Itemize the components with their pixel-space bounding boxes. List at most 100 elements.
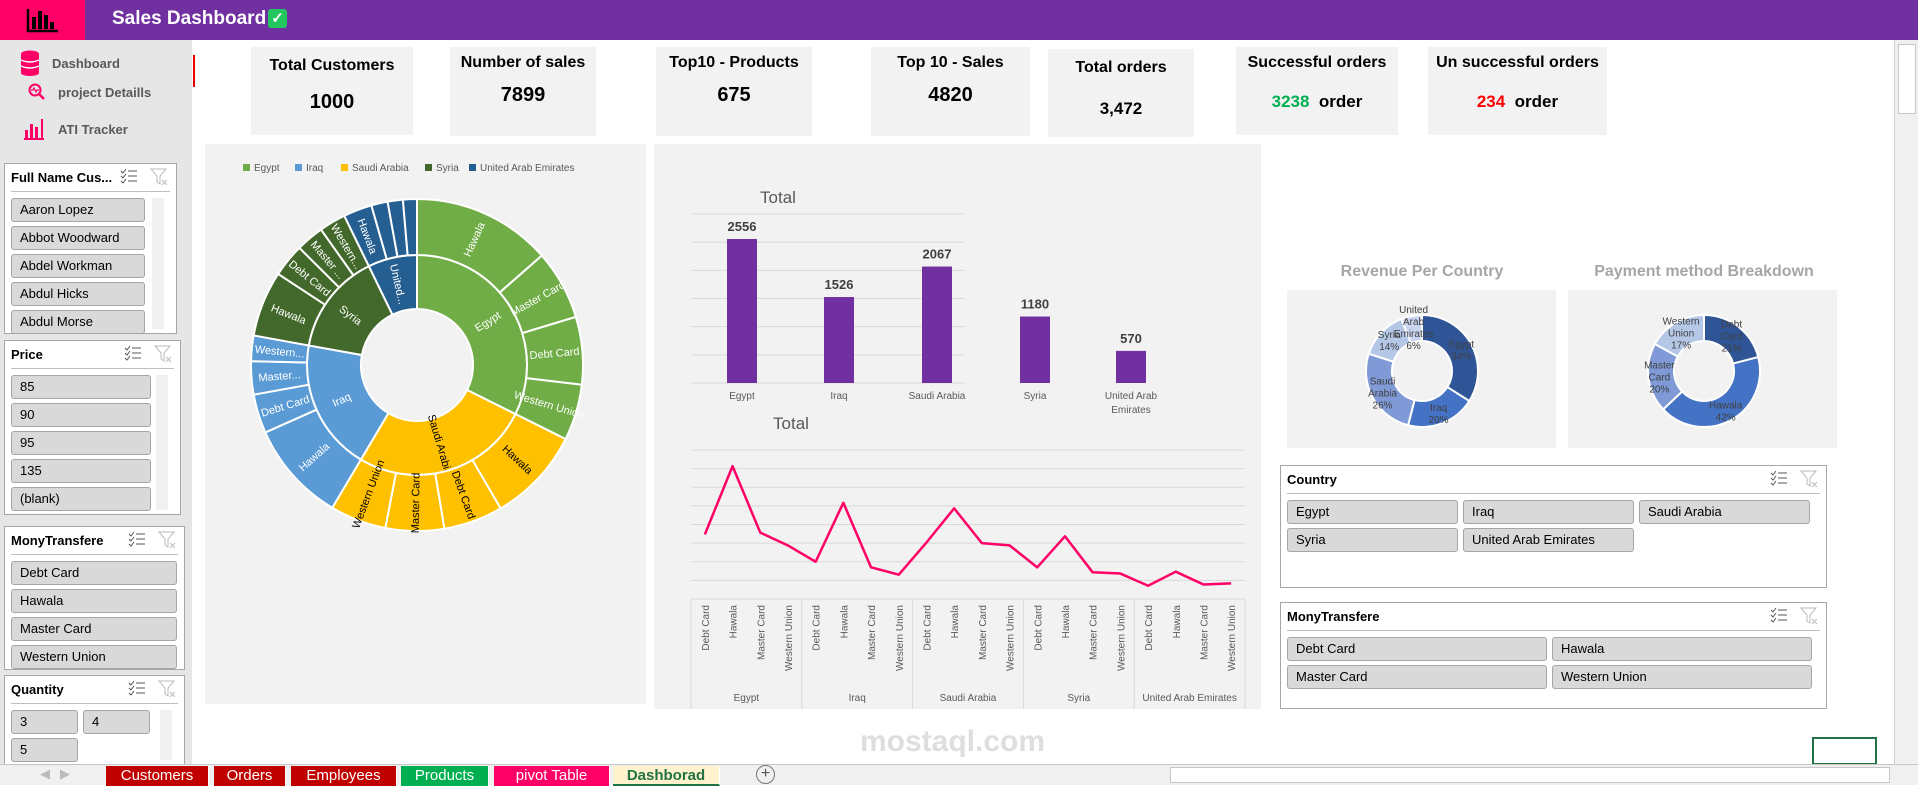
sheet-tab-pivot-table[interactable]: pivot Table bbox=[494, 766, 610, 786]
sheet-tab-orders[interactable]: Orders bbox=[214, 766, 286, 786]
sidebar-item-ati-tracker[interactable]: ATI Tracker bbox=[24, 118, 128, 140]
sheet-tab-customers[interactable]: Customers bbox=[106, 766, 209, 786]
slicer-item[interactable]: Master Card bbox=[1287, 665, 1547, 689]
multi-select-icon[interactable] bbox=[1770, 470, 1788, 491]
donut-title: Revenue Per Country bbox=[1341, 263, 1504, 280]
legend-swatch bbox=[243, 164, 250, 171]
divider bbox=[1287, 630, 1820, 631]
selected-cell[interactable] bbox=[1812, 737, 1877, 765]
slicer-item[interactable]: 3 bbox=[11, 710, 78, 734]
sheet-tab-products[interactable]: Products bbox=[401, 766, 489, 786]
sheet-tab-employees[interactable]: Employees bbox=[291, 766, 397, 786]
vertical-scrollbar[interactable] bbox=[1894, 40, 1918, 764]
multi-select-icon[interactable] bbox=[124, 345, 142, 366]
slicer-item[interactable]: Abdul Hicks bbox=[11, 282, 145, 306]
donut-slice-hawala[interactable] bbox=[1661, 355, 1761, 428]
line-group-label: Egypt bbox=[734, 693, 760, 704]
slicer-item[interactable]: (blank) bbox=[11, 487, 151, 511]
slicer-item[interactable]: Abbot Woodward bbox=[11, 226, 145, 250]
sheet-tab-dashborad[interactable]: Dashborad bbox=[613, 766, 720, 786]
slicer-scrollbar[interactable] bbox=[160, 710, 172, 760]
slicer-item[interactable]: Hawala bbox=[11, 589, 177, 613]
line-series[interactable] bbox=[703, 464, 1232, 587]
line-category-label: Master Card bbox=[1199, 605, 1210, 660]
slicer-item[interactable]: Saudi Arabia bbox=[1639, 500, 1810, 524]
sales-charts-panel[interactable]: Total 2556 Egypt 1526 Iraq 2067 Saudi Arabia 11… bbox=[654, 144, 1261, 709]
slicer-full-name: Full Name Cus... Aaron Lopez Abbot Woodwar… bbox=[4, 163, 177, 334]
line-category-label: Western Union bbox=[1006, 605, 1017, 671]
slicer-item[interactable]: Egypt bbox=[1287, 500, 1458, 524]
kpi-total-customers: Total Customers 1000 bbox=[251, 47, 413, 135]
slicer-item[interactable]: Aaron Lopez bbox=[11, 198, 145, 222]
sunburst-chart: Egypt Iraq Saudi Arabia Syria United Arab Em… bbox=[243, 163, 585, 533]
kpi-title: Total orders bbox=[1075, 59, 1167, 76]
slicer-item[interactable]: Western Union bbox=[11, 645, 177, 669]
slicer-item[interactable]: Debt Card bbox=[11, 561, 177, 585]
multi-select-icon[interactable] bbox=[128, 680, 146, 701]
multi-select-icon[interactable] bbox=[120, 168, 138, 189]
slicer-scrollbar[interactable] bbox=[152, 198, 164, 329]
slicer-item[interactable]: Western Union bbox=[1552, 665, 1812, 689]
sheet-tab-bar: ◀ ▶ Customers Orders Employees Products pivo… bbox=[0, 764, 1918, 786]
tab-scroll-left-icon[interactable]: ◀ bbox=[40, 766, 50, 781]
sunburst-chart-panel[interactable]: Egypt Iraq Saudi Arabia Syria United Arab Em… bbox=[205, 144, 646, 704]
clear-filter-icon[interactable] bbox=[153, 345, 172, 368]
slicer-item[interactable]: Abdul Morse bbox=[11, 310, 145, 334]
slicer-item[interactable]: 135 bbox=[11, 459, 151, 483]
donut-slice-egypt[interactable] bbox=[1421, 313, 1479, 403]
kpi-value: 7899 bbox=[500, 84, 546, 106]
clear-filter-icon[interactable] bbox=[157, 680, 176, 703]
add-sheet-button[interactable]: + bbox=[756, 765, 775, 784]
donut-data-label: Master Card 20% bbox=[1644, 361, 1675, 396]
kpi-value: 675 bbox=[717, 84, 751, 106]
kpi-number-of-sales: Number of sales 7899 bbox=[450, 47, 596, 136]
sidebar-item-dashboard[interactable]: Dashboard bbox=[20, 50, 120, 76]
bar-data-label: 570 bbox=[1120, 331, 1142, 346]
multi-select-icon[interactable] bbox=[128, 531, 146, 552]
sidebar-item-project-details[interactable]: project Detaills bbox=[28, 83, 151, 101]
slicer-item[interactable]: 90 bbox=[11, 403, 151, 427]
line-chart-title: Total bbox=[773, 414, 809, 433]
sunburst-segment-debt-card[interactable] bbox=[401, 197, 418, 257]
kpi-value: 3238 bbox=[1271, 92, 1310, 111]
slicer-item[interactable]: Debt Card bbox=[1287, 637, 1547, 661]
clear-filter-icon[interactable] bbox=[157, 531, 176, 554]
kpi-value: 234 bbox=[1476, 92, 1506, 111]
slicer-item[interactable]: Iraq bbox=[1463, 500, 1634, 524]
slicer-item[interactable]: 95 bbox=[11, 431, 151, 455]
segment-label: Master... bbox=[258, 369, 301, 384]
bar-saudi-arabia[interactable] bbox=[922, 266, 952, 383]
clear-filter-icon[interactable] bbox=[1799, 470, 1818, 493]
bar-egypt[interactable] bbox=[727, 239, 757, 383]
slicer-item[interactable]: Abdel Workman bbox=[11, 254, 145, 278]
slicer-item[interactable]: 5 bbox=[11, 738, 78, 762]
scrollbar-thumb[interactable] bbox=[1898, 44, 1916, 114]
kpi-value: 4820 bbox=[928, 84, 973, 106]
slicer-quantity: Quantity 3 4 5 bbox=[4, 675, 185, 765]
clear-filter-icon[interactable] bbox=[149, 168, 168, 191]
slicer-item[interactable]: United Arab Emirates bbox=[1463, 528, 1634, 552]
bar-syria[interactable] bbox=[1020, 316, 1050, 383]
clear-filter-icon[interactable] bbox=[1799, 607, 1818, 630]
donut-slice-united-arab-emirates[interactable] bbox=[1400, 313, 1423, 345]
slicer-scrollbar[interactable] bbox=[156, 375, 168, 510]
slicer-mony-left: MonyTransfere Debt Card Hawala Master Card W… bbox=[4, 526, 185, 670]
line-group-label: Iraq bbox=[849, 693, 866, 704]
donut-slice-western-union[interactable] bbox=[1653, 313, 1705, 358]
multi-select-icon[interactable] bbox=[1770, 607, 1788, 628]
tab-scroll-right-icon[interactable]: ▶ bbox=[60, 766, 70, 781]
slicer-item[interactable]: 4 bbox=[83, 710, 150, 734]
segment-label: Debt Card bbox=[529, 346, 580, 362]
horizontal-scrollbar[interactable] bbox=[1170, 767, 1890, 783]
line-category-label: Master Card bbox=[1089, 605, 1100, 660]
kpi-title: Successful orders bbox=[1247, 54, 1387, 71]
line-category-label: Master Card bbox=[867, 605, 878, 660]
slicer-item[interactable]: Syria bbox=[1287, 528, 1458, 552]
slicer-item[interactable]: Hawala bbox=[1552, 637, 1812, 661]
bar-iraq[interactable] bbox=[824, 297, 854, 383]
bar-chart-title: Total bbox=[760, 188, 796, 207]
line-category-label: Master Card bbox=[978, 605, 989, 660]
slicer-item[interactable]: Master Card bbox=[11, 617, 177, 641]
slicer-item[interactable]: 85 bbox=[11, 375, 151, 399]
bar-united-arab-emirates[interactable] bbox=[1116, 350, 1146, 383]
